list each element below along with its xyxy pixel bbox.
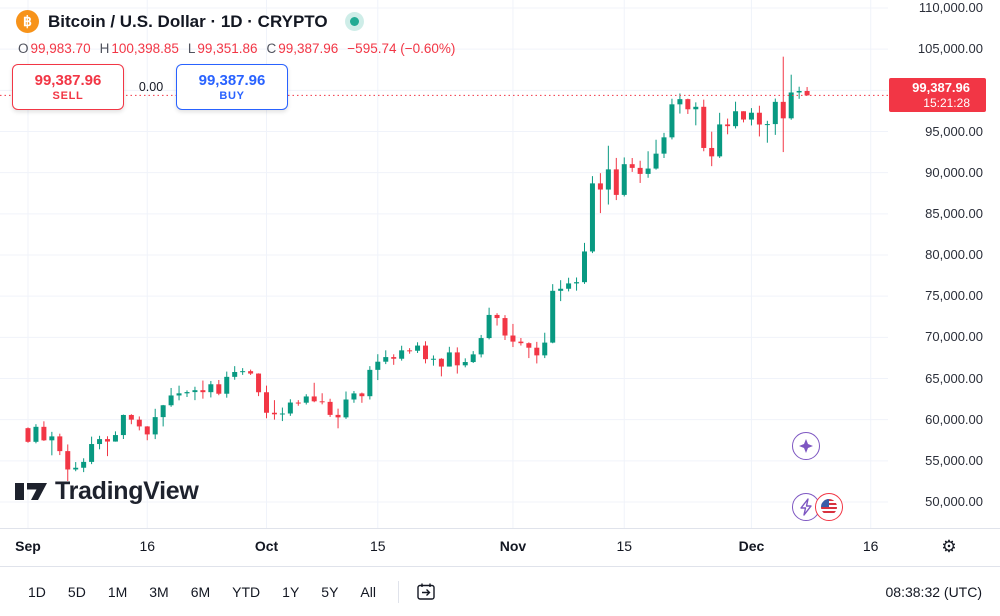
chart-legend: ฿ Bitcoin / U.S. Dollar · 1D · CRYPTO <box>16 10 364 33</box>
time-axis-label: 16 <box>862 538 879 554</box>
price-axis-label: 95,000.00 <box>925 123 983 139</box>
sparkle-icon <box>799 439 813 453</box>
current-price-badge: 99,387.96 15:21:28 <box>889 78 986 113</box>
low-value: 99,351.86 <box>197 41 258 56</box>
us-flag-icon <box>821 499 837 515</box>
range-selector: 1D 5D 1M 3M 6M YTD 1Y 5Y All <box>18 578 386 606</box>
time-axis-label: Sep <box>15 538 41 554</box>
calendar-icon <box>417 583 435 600</box>
lightning-icon <box>800 498 812 516</box>
price-axis-label: 50,000.00 <box>925 494 983 509</box>
sell-button[interactable]: 99,387.96 SELL <box>12 64 124 110</box>
axis-settings-button[interactable]: ⚙ <box>934 533 964 560</box>
buy-button[interactable]: 99,387.96 BUY <box>176 64 288 110</box>
open-label: O <box>18 41 29 56</box>
high-label: H <box>99 41 110 56</box>
symbol-title[interactable]: Bitcoin / U.S. Dollar · 1D · CRYPTO <box>48 11 328 31</box>
gear-icon: ⚙ <box>941 536 957 556</box>
tradingview-wordmark: TradingView <box>55 476 199 505</box>
utc-clock[interactable]: 08:38:32 (UTC) <box>885 583 982 600</box>
open-value: 99,983.70 <box>30 41 91 56</box>
price-axis-label: 90,000.00 <box>925 164 983 180</box>
bitcoin-icon: ฿ <box>16 10 39 33</box>
sell-label: SELL <box>52 90 84 102</box>
candlestick-chart[interactable] <box>0 0 888 528</box>
price-axis-label: 80,000.00 <box>925 247 983 262</box>
time-axis-label: 16 <box>139 538 156 554</box>
high-value: 100,398.85 <box>111 41 179 56</box>
price-axis-label: 65,000.00 <box>925 370 983 386</box>
us-flag-button[interactable] <box>815 493 843 521</box>
bar-countdown: 15:21:28 <box>923 96 970 111</box>
sell-price: 99,387.96 <box>34 72 102 89</box>
range-1m-button[interactable]: 1M <box>98 578 137 606</box>
spread-value: 0.00 <box>138 80 164 94</box>
tradingview-watermark: TradingView <box>14 476 199 506</box>
close-value: 99,387.96 <box>278 41 339 56</box>
price-axis-label: 105,000.00 <box>917 41 983 57</box>
time-axis-label: Nov <box>499 538 527 554</box>
range-all-button[interactable]: All <box>350 578 386 606</box>
range-3m-button[interactable]: 3M <box>139 578 178 606</box>
tradingview-logo-icon <box>15 483 47 500</box>
time-axis-label: Oct <box>254 538 279 554</box>
range-1y-button[interactable]: 1Y <box>272 578 309 606</box>
time-axis-label: 15 <box>616 538 633 554</box>
range-5d-button[interactable]: 5D <box>58 578 96 606</box>
price-axis-label: 110,000.00 <box>918 0 983 15</box>
range-5y-button[interactable]: 5Y <box>311 578 348 606</box>
price-axis-label: 85,000.00 <box>925 205 983 221</box>
time-axis-label: Dec <box>738 538 765 554</box>
range-ytd-button[interactable]: YTD <box>222 578 270 606</box>
bottom-toolbar: 1D 5D 1M 3M 6M YTD 1Y 5Y All 08:38:32 (UTC) <box>0 566 1000 616</box>
change-value: −595.74 (−0.60%) <box>347 41 456 56</box>
market-status-halo <box>344 12 364 31</box>
sparkle-button[interactable] <box>792 432 820 460</box>
range-6m-button[interactable]: 6M <box>181 578 220 606</box>
toolbar-divider <box>397 580 399 603</box>
price-axis-label: 55,000.00 <box>925 452 983 468</box>
buy-price: 99,387.96 <box>198 72 266 89</box>
price-axis-label: 60,000.00 <box>925 411 983 427</box>
current-price: 99,387.96 <box>912 80 970 96</box>
go-to-date-button[interactable] <box>411 577 441 607</box>
price-axis-label: 70,000.00 <box>925 329 983 345</box>
buy-label: BUY <box>219 90 245 102</box>
market-open-dot <box>349 17 359 26</box>
price-axis-label: 75,000.00 <box>925 288 983 304</box>
close-label: C <box>266 41 277 56</box>
range-1d-button[interactable]: 1D <box>18 578 56 606</box>
ohlc-row: O 99,983.70 H 100,398.85 L 99,351.86 C 99,38… <box>18 41 455 56</box>
time-axis[interactable]: Sep 16 Oct 15 Nov 15 Dec 16 <box>0 528 1000 566</box>
low-label: L <box>187 41 196 56</box>
time-axis-label: 15 <box>370 538 386 554</box>
